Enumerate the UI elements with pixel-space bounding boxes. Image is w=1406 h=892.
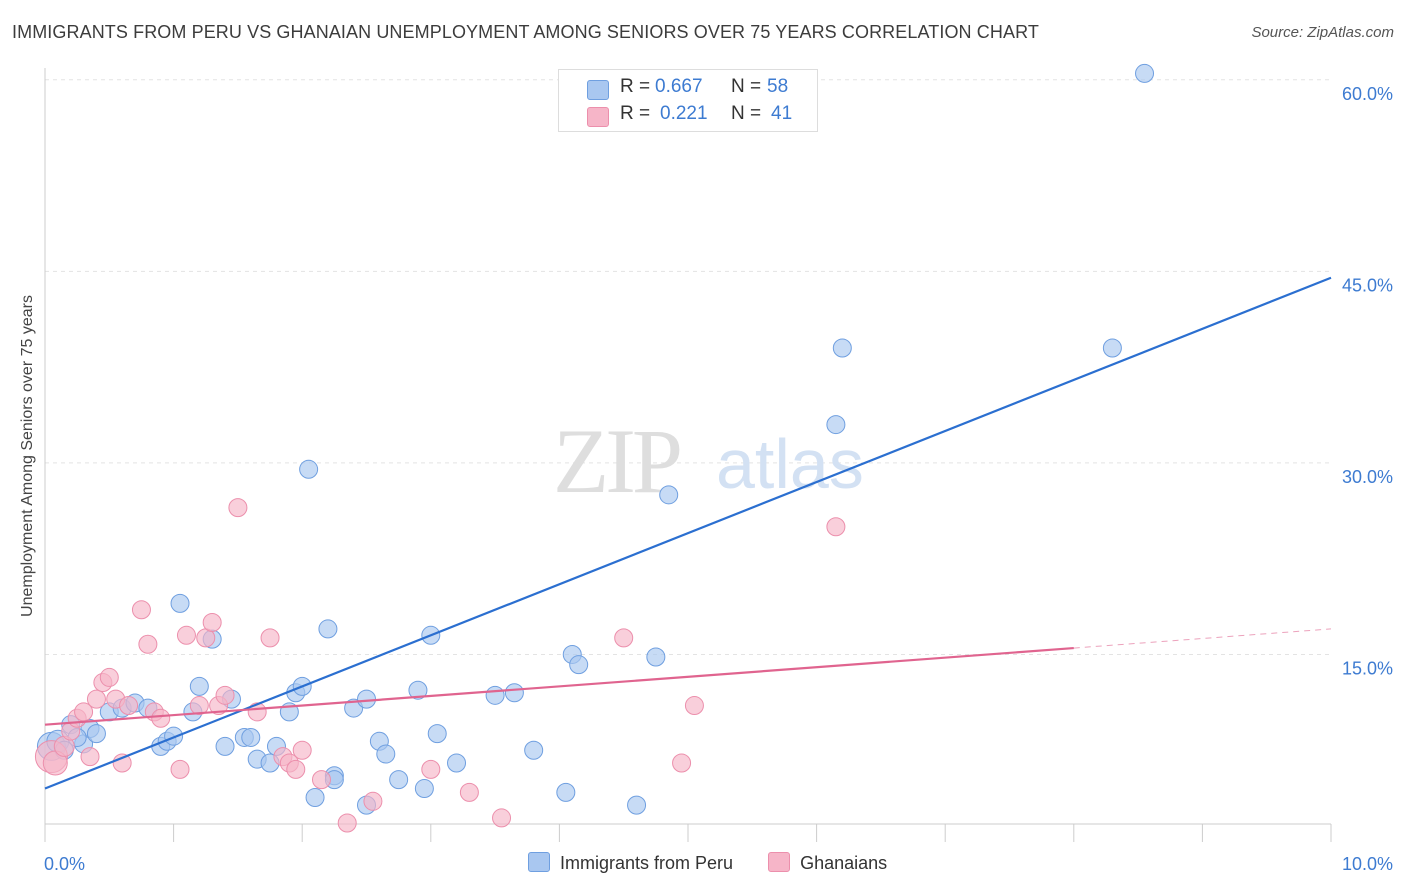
- x-tick-label-right: 10.0%: [1342, 854, 1393, 874]
- ghana-data-point: [672, 753, 692, 773]
- peru-data-point: [659, 485, 679, 505]
- ghana-swatch-icon: [587, 107, 609, 127]
- peru-n-value: 58: [767, 76, 789, 97]
- ghana-data-point: [138, 634, 158, 654]
- ghana-data-point: [286, 759, 306, 779]
- peru-data-point: [305, 787, 325, 807]
- ghana-data-point: [99, 667, 119, 687]
- ghana-data-point: [80, 747, 100, 767]
- peru-data-point: [164, 726, 184, 746]
- peru-data-point: [414, 779, 434, 799]
- legend-item-ghana: Ghanaians: [768, 852, 887, 874]
- peru-data-point: [299, 459, 319, 479]
- ghana-r-value: 0.221: [660, 103, 708, 124]
- peru-data-point: [627, 795, 647, 815]
- peru-data-point: [556, 782, 576, 802]
- y-tick-label: 60.0%: [1342, 84, 1393, 104]
- correlation-legend: R = 0.667 N = 58 R = 0.221 N = 41: [558, 69, 818, 132]
- peru-legend-swatch-icon: [528, 852, 550, 872]
- y-tick-label: 30.0%: [1342, 467, 1393, 487]
- ghana-data-point: [151, 708, 171, 728]
- peru-data-point: [318, 619, 338, 639]
- peru-data-point: [646, 647, 666, 667]
- ghana-trend-extension: [1073, 628, 1332, 649]
- ghana-data-point: [826, 517, 846, 537]
- ghana-data-point: [363, 791, 383, 811]
- ghana-data-point: [189, 696, 209, 716]
- peru-r-value: 0.667: [655, 76, 703, 97]
- ghana-data-point: [170, 759, 190, 779]
- peru-data-point: [389, 770, 409, 790]
- peru-data-point: [524, 740, 544, 760]
- ghana-data-point: [421, 759, 441, 779]
- ghana-legend-label: Ghanaians: [800, 853, 888, 873]
- peru-data-point: [376, 744, 396, 764]
- ghana-data-point: [459, 782, 479, 802]
- ghana-data-point: [311, 770, 331, 790]
- peru-data-point: [485, 685, 505, 705]
- peru-data-point: [357, 689, 376, 709]
- peru-data-point: [447, 753, 467, 773]
- ghana-data-point: [292, 740, 312, 760]
- peru-data-point: [170, 593, 190, 613]
- peru-data-point: [569, 655, 589, 675]
- ghana-data-point: [119, 696, 139, 716]
- chart-title: IMMIGRANTS FROM PERU VS GHANAIAN UNEMPLO…: [12, 22, 1039, 42]
- ghana-r-label: R =: [620, 103, 651, 124]
- ghana-n-value: 41: [771, 103, 793, 124]
- peru-n-label: N =: [731, 76, 762, 97]
- peru-swatch-icon: [587, 80, 609, 100]
- ghana-data-point: [337, 813, 357, 833]
- ghana-data-point: [492, 808, 512, 828]
- ghana-data-point: [131, 600, 151, 620]
- peru-legend-label: Immigrants from Peru: [560, 853, 734, 873]
- peru-data-point: [215, 736, 235, 756]
- peru-data-point: [241, 727, 261, 747]
- ghana-data-point: [247, 702, 267, 722]
- ghana-n-label: N =: [731, 103, 762, 124]
- peru-data-point: [427, 724, 447, 744]
- ghana-data-point: [112, 753, 132, 773]
- ghana-data-point: [684, 696, 704, 716]
- peru-data-point: [504, 683, 524, 703]
- ghana-data-point: [176, 625, 196, 645]
- series-legend: Immigrants from Peru Ghanaians: [528, 852, 917, 876]
- ghana-data-point: [614, 628, 634, 648]
- peru-data-point: [86, 724, 106, 744]
- ghana-legend-swatch-icon: [768, 852, 791, 872]
- peru-data-point: [826, 415, 846, 435]
- peru-data-point: [1135, 63, 1155, 83]
- peru-r-label: R =: [620, 76, 651, 97]
- watermark-atlas: atlas: [716, 425, 864, 503]
- ghana-trend-line: [44, 646, 1074, 726]
- ghana-data-point: [86, 689, 106, 709]
- x-tick-label-left: 0.0%: [44, 854, 85, 874]
- ghana-data-point: [228, 498, 248, 518]
- peru-data-point: [408, 680, 428, 700]
- peru-data-point: [1102, 338, 1122, 358]
- y-tick-label: 45.0%: [1342, 275, 1393, 295]
- ghana-data-point: [202, 613, 222, 633]
- y-tick-label: 15.0%: [1342, 658, 1393, 678]
- peru-data-point: [832, 338, 852, 358]
- peru-trend-line: [44, 276, 1332, 790]
- ghana-data-point: [260, 628, 280, 648]
- chart-source: Source: ZipAtlas.com: [1251, 24, 1394, 41]
- legend-item-peru: Immigrants from Peru: [528, 852, 733, 874]
- peru-data-point: [189, 676, 209, 696]
- ghana-data-point: [215, 685, 235, 705]
